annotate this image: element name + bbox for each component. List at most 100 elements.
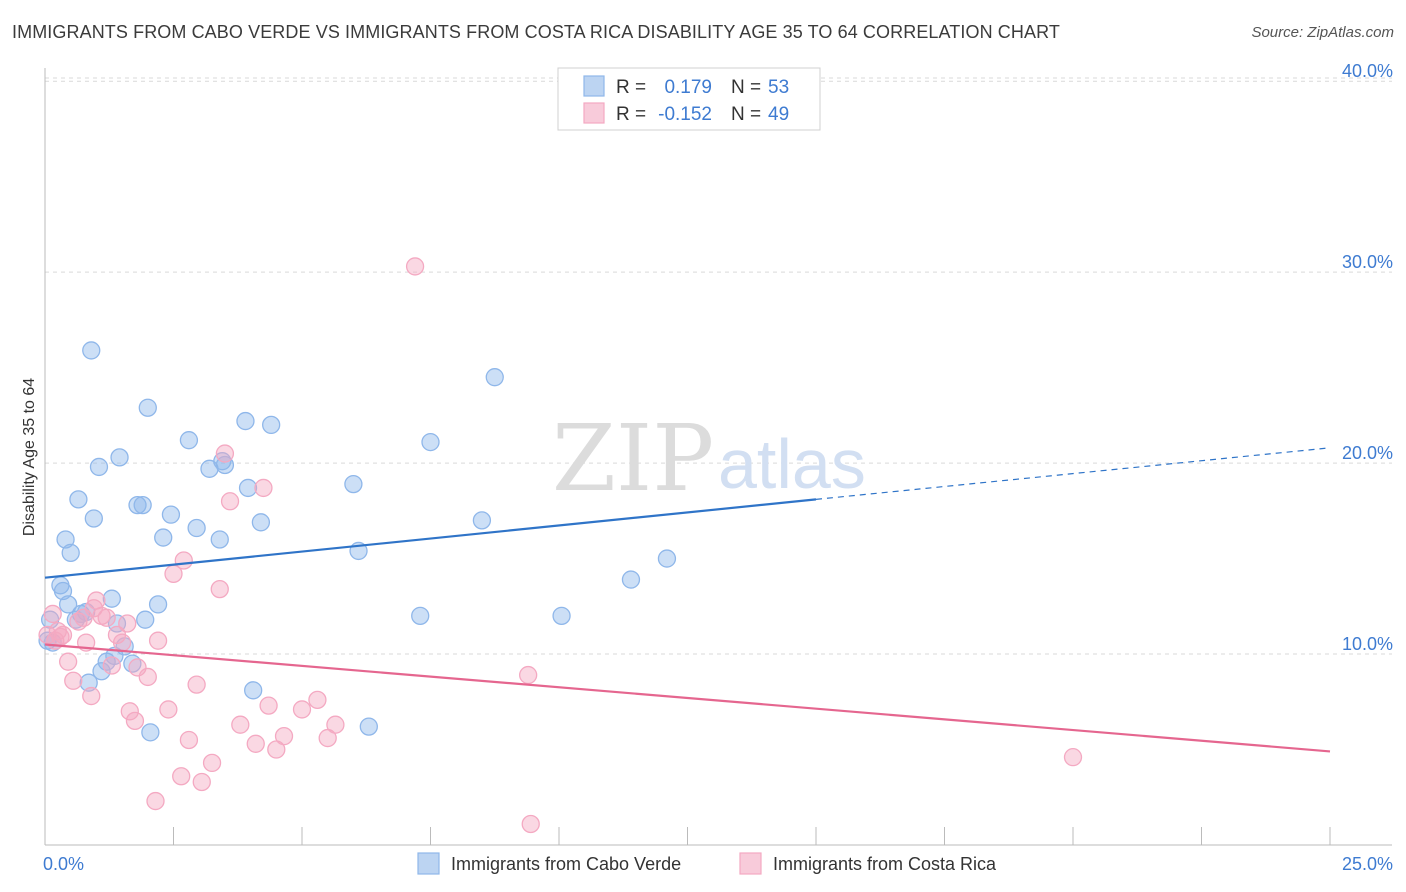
point-cabo-verde — [472, 511, 492, 530]
point-costa-rica — [82, 686, 101, 706]
point-cabo-verde — [179, 431, 199, 450]
bottom-legend-swatch-cabo-verde — [417, 852, 440, 875]
point-costa-rica — [64, 671, 83, 690]
watermark-zip: ZIP — [552, 405, 714, 512]
point-costa-rica — [146, 791, 165, 811]
point-cabo-verde — [102, 589, 121, 608]
point-cabo-verde — [262, 415, 281, 435]
point-cabo-verde — [411, 606, 430, 626]
point-cabo-verde — [82, 341, 101, 360]
point-cabo-verde — [56, 530, 75, 549]
bottom-legend-swatch-costa-rica — [739, 852, 762, 875]
bottom-legend-label-costa-rica: Immigrants from Costa Rica — [773, 854, 997, 874]
source-label: Source: ZipAtlas.com — [1251, 24, 1394, 41]
point-costa-rica — [102, 656, 121, 675]
point-cabo-verde — [148, 595, 168, 614]
point-cabo-verde — [552, 606, 571, 626]
legend-r-label: R = — [616, 77, 646, 98]
point-cabo-verde — [69, 490, 88, 509]
point-cabo-verde — [421, 432, 440, 452]
legend-r-value: -0.152 — [658, 104, 712, 125]
bottom-legend: Immigrants from Cabo Verde Immigrants fro… — [417, 852, 997, 875]
point-cabo-verde — [238, 478, 258, 498]
point-cabo-verde — [61, 543, 80, 562]
point-costa-rica — [292, 700, 312, 719]
point-costa-rica — [215, 444, 235, 463]
legend-swatch — [583, 75, 605, 97]
point-costa-rica — [43, 604, 62, 624]
point-costa-rica — [326, 715, 345, 734]
point-cabo-verde — [84, 509, 103, 528]
point-cabo-verde — [161, 505, 181, 524]
point-cabo-verde — [58, 595, 78, 614]
bottom-legend-label-cabo-verde: Immigrants from Cabo Verde — [451, 854, 681, 874]
point-cabo-verde — [110, 448, 129, 467]
legend-n-value: 53 — [768, 77, 789, 98]
point-costa-rica — [174, 551, 193, 570]
watermark: ZIP atlas — [552, 405, 866, 512]
legend-n-label: N = — [731, 77, 761, 98]
point-costa-rica — [405, 257, 425, 276]
y-tick-label: 40.0% — [1342, 61, 1393, 81]
trend-line-costa-rica — [44, 643, 1331, 753]
x-tick-label: 25.0% — [1342, 854, 1393, 874]
point-costa-rica — [159, 700, 178, 719]
point-cabo-verde — [154, 528, 173, 547]
axes — [44, 68, 1392, 846]
point-costa-rica — [187, 675, 206, 694]
legend-r-label: R = — [616, 104, 646, 125]
x-tick-label: 0.0% — [43, 854, 84, 874]
legend-n-label: N = — [731, 104, 761, 125]
trend-line-cabo-verde — [44, 498, 817, 579]
legend: R = 0.179 N = 53 R = -0.152 N = 49 — [557, 67, 821, 131]
point-cabo-verde — [244, 681, 263, 700]
point-costa-rica — [87, 591, 106, 610]
point-costa-rica — [53, 625, 73, 645]
point-cabo-verde — [89, 457, 109, 477]
point-cabo-verde — [344, 474, 363, 494]
trend-line-extension — [815, 447, 1331, 500]
point-costa-rica — [120, 702, 139, 721]
chart-title: IMMIGRANTS FROM CABO VERDE VS IMMIGRANTS… — [12, 22, 1060, 42]
tick-labels: 10.0% 20.0% 30.0% 40.0% 0.0% 25.0% — [43, 61, 1393, 874]
point-cabo-verde — [210, 530, 229, 549]
point-costa-rica — [202, 753, 222, 773]
point-costa-rica — [179, 730, 199, 750]
gridlines — [45, 77, 1392, 655]
point-costa-rica — [138, 667, 157, 687]
point-costa-rica — [246, 734, 265, 753]
point-cabo-verde — [136, 610, 155, 629]
legend-r-value: 0.179 — [664, 77, 712, 98]
point-costa-rica — [519, 665, 538, 685]
data-points — [38, 257, 1083, 834]
point-cabo-verde — [621, 570, 641, 589]
point-costa-rica — [254, 478, 273, 498]
y-tick-label: 10.0% — [1342, 634, 1393, 654]
point-costa-rica — [118, 614, 137, 633]
point-cabo-verde — [128, 495, 147, 515]
point-cabo-verde — [79, 673, 98, 692]
point-cabo-verde — [236, 411, 255, 431]
point-costa-rica — [259, 696, 278, 715]
point-costa-rica — [148, 631, 168, 650]
point-cabo-verde — [251, 513, 271, 532]
legend-n-value: 49 — [768, 104, 789, 125]
point-costa-rica — [172, 767, 191, 786]
legend-swatch — [583, 102, 605, 124]
point-costa-rica — [192, 772, 211, 792]
watermark-atlas: atlas — [718, 425, 866, 503]
point-cabo-verde — [187, 518, 206, 538]
point-cabo-verde — [657, 549, 677, 568]
point-cabo-verde — [138, 398, 157, 417]
point-costa-rica — [231, 715, 250, 734]
point-costa-rica — [521, 814, 540, 834]
point-cabo-verde — [141, 723, 160, 742]
point-costa-rica — [112, 633, 132, 652]
point-costa-rica — [97, 608, 116, 627]
trend-lines — [44, 447, 1331, 753]
point-costa-rica — [1063, 748, 1083, 767]
y-tick-label: 30.0% — [1342, 252, 1393, 272]
point-cabo-verde — [92, 662, 111, 681]
point-costa-rica — [210, 579, 229, 599]
